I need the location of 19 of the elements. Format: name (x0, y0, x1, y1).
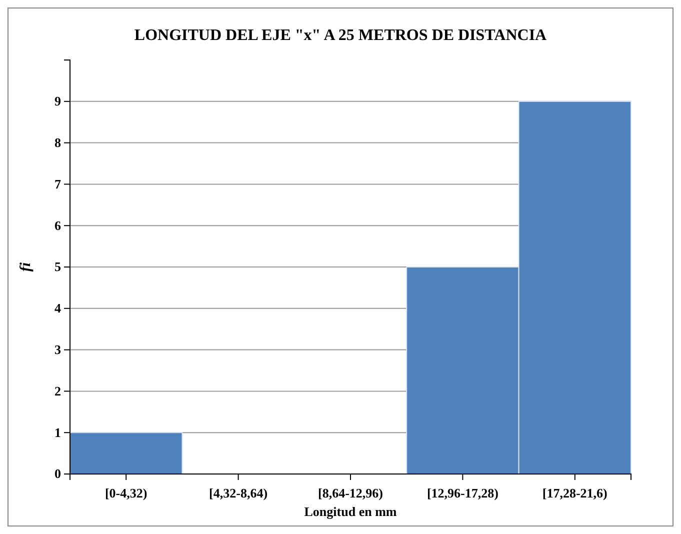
y-tick-label: 8 (54, 134, 62, 150)
y-tick-label: 0 (54, 466, 61, 482)
y-tick-label: 2 (54, 383, 61, 398)
x-tick-label: [17,28-21,6) (542, 485, 608, 500)
x-tick-label: [0-4,32) (104, 485, 148, 500)
y-tick-label: 5 (54, 259, 62, 274)
y-tick-label: 1 (54, 424, 61, 440)
y-tick-label: 6 (54, 218, 62, 233)
y-tick-label: 7 (54, 176, 62, 192)
x-axis-title: Longitud en mm (304, 504, 397, 519)
y-tick-label: 3 (54, 342, 62, 357)
x-tick-label: [4,32-8,64) (209, 485, 268, 500)
y-tick-label: 9 (54, 94, 62, 109)
chart-title: LONGITUD DEL EJE "x" A 25 METROS DE DISTANCIA (134, 27, 548, 44)
x-tick-label: [8,64-12,96) (318, 485, 383, 500)
y-tick-label: 4 (54, 300, 62, 316)
y-axis-title: fi (18, 262, 34, 272)
x-tick-label: [12,96-17,28) (426, 485, 498, 500)
bar (70, 432, 183, 474)
